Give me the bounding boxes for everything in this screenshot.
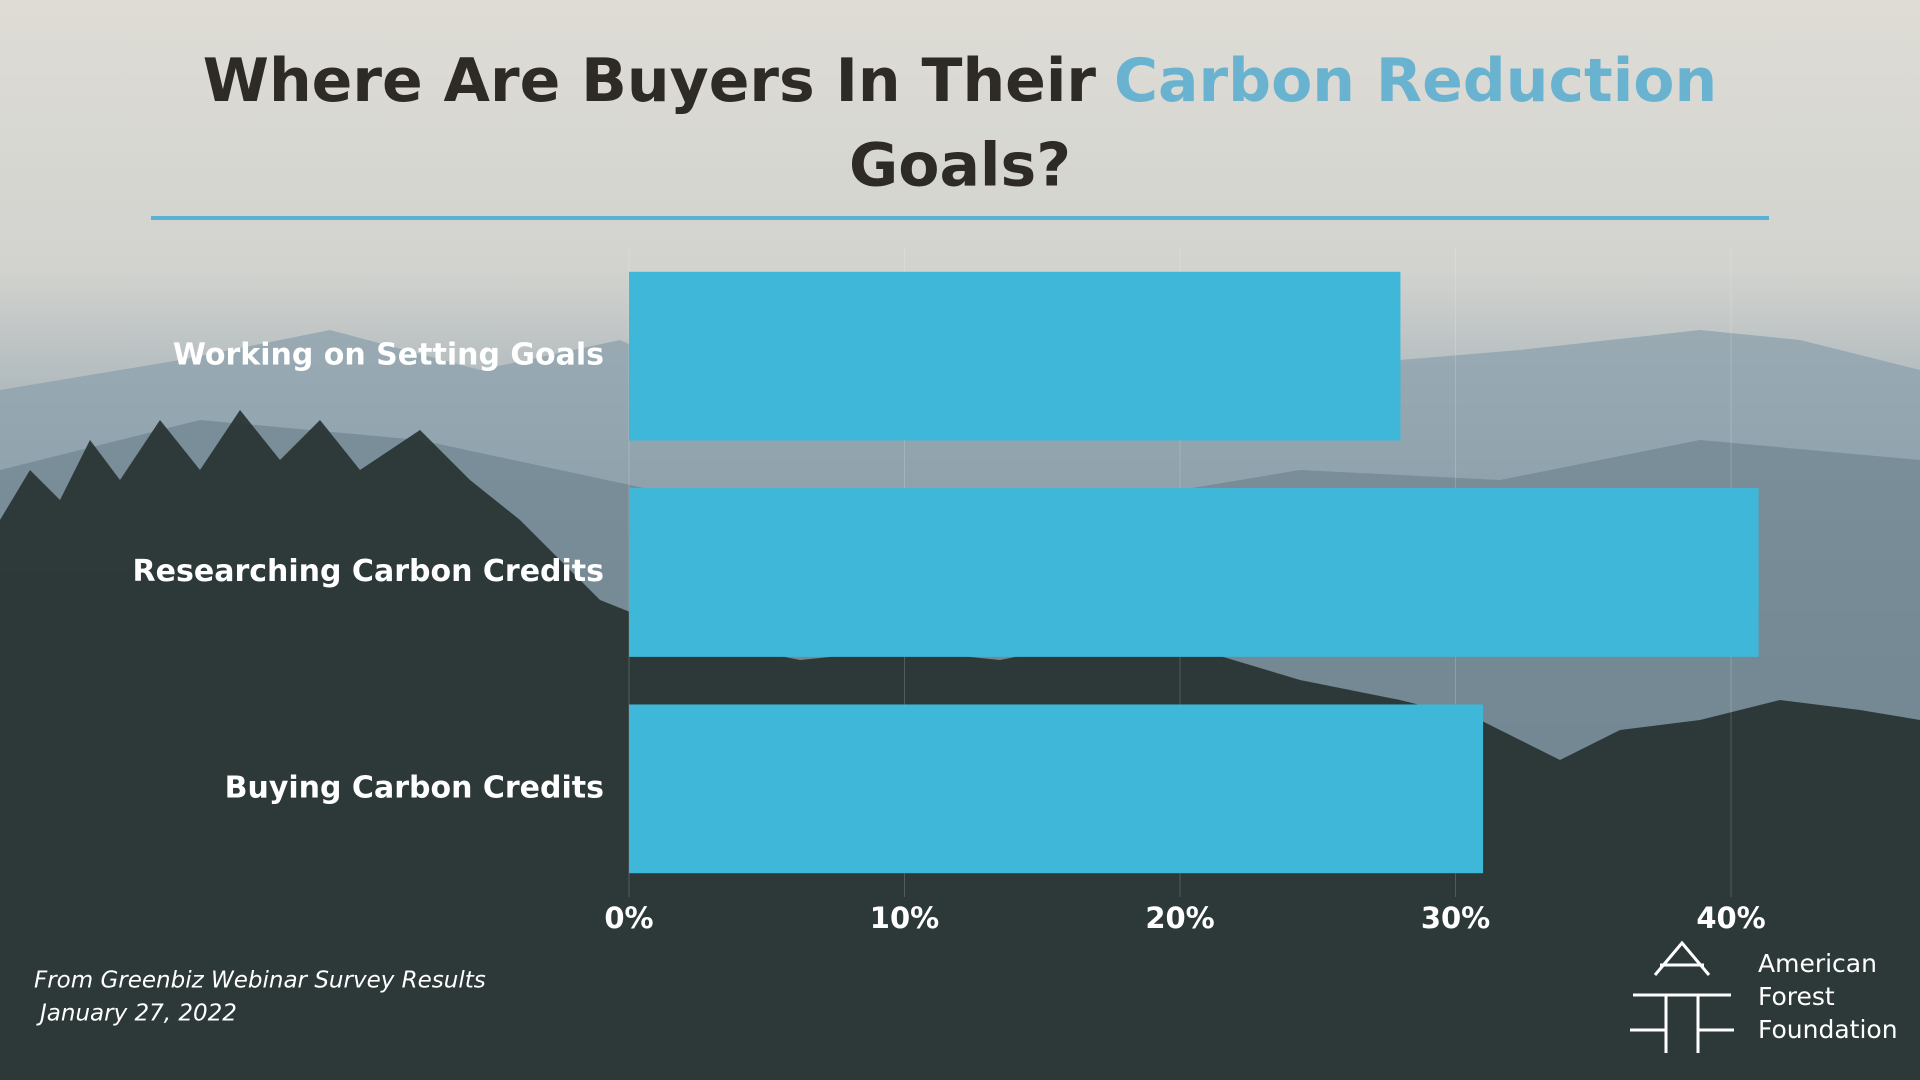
logo-text: American: [1758, 949, 1877, 978]
chart-title: Where Are Buyers In Their Carbon Reductio…: [203, 46, 1717, 116]
logo-text: Foundation: [1758, 1015, 1898, 1044]
x-tick-label: 30%: [1421, 901, 1490, 935]
x-tick-label: 0%: [604, 901, 653, 935]
source-note: January 27, 2022: [36, 1001, 237, 1027]
logo-text: Forest: [1758, 982, 1835, 1011]
x-tick-label: 20%: [1145, 901, 1214, 935]
bar: [629, 488, 1759, 657]
plot: 0% 10% 20% 30% 40% Working on Setting Goals Re…: [133, 248, 1766, 935]
title-highlight: Carbon Reduction: [1114, 46, 1717, 116]
title-part: Where Are Buyers In Their: [203, 46, 1097, 116]
source-note: From Greenbiz Webinar Survey Results: [34, 968, 486, 994]
x-tick-label: 10%: [870, 901, 939, 935]
chart-title: Goals?: [849, 131, 1071, 201]
bar: [629, 704, 1484, 874]
y-tick-label: Working on Setting Goals: [173, 338, 604, 373]
bar: [629, 271, 1401, 441]
y-tick-label: Buying Carbon Credits: [225, 770, 604, 805]
logo-icon: [1630, 940, 1734, 1053]
y-tick-label: Researching Carbon Credits: [133, 554, 604, 589]
x-tick-label: 40%: [1696, 901, 1765, 935]
